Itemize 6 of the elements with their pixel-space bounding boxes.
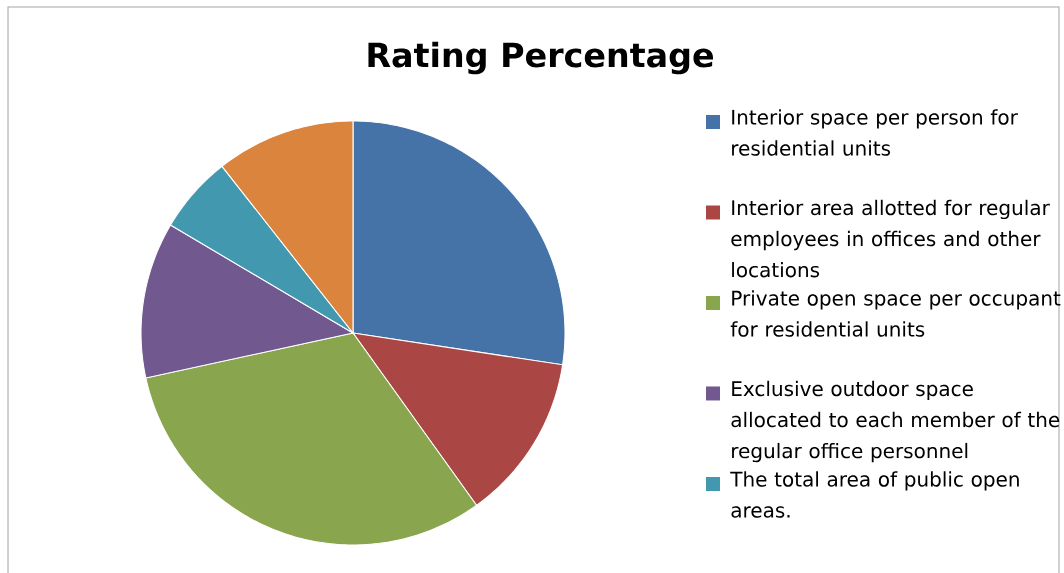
legend-label: Interior space per person for residential units — [732, 109, 1018, 156]
legend-label: Interior area allotted for regular employees in offices and other locations — [731, 199, 1050, 278]
legend-label: Exclusive outdoor space allocated to each member of the regular office personnel — [731, 380, 1060, 463]
legend-label: The total area of public open areas. — [730, 471, 1019, 518]
chart-title: Rating Percentage — [368, 41, 713, 75]
legend-label: Private open space per occupant for residential units — [730, 290, 1061, 337]
